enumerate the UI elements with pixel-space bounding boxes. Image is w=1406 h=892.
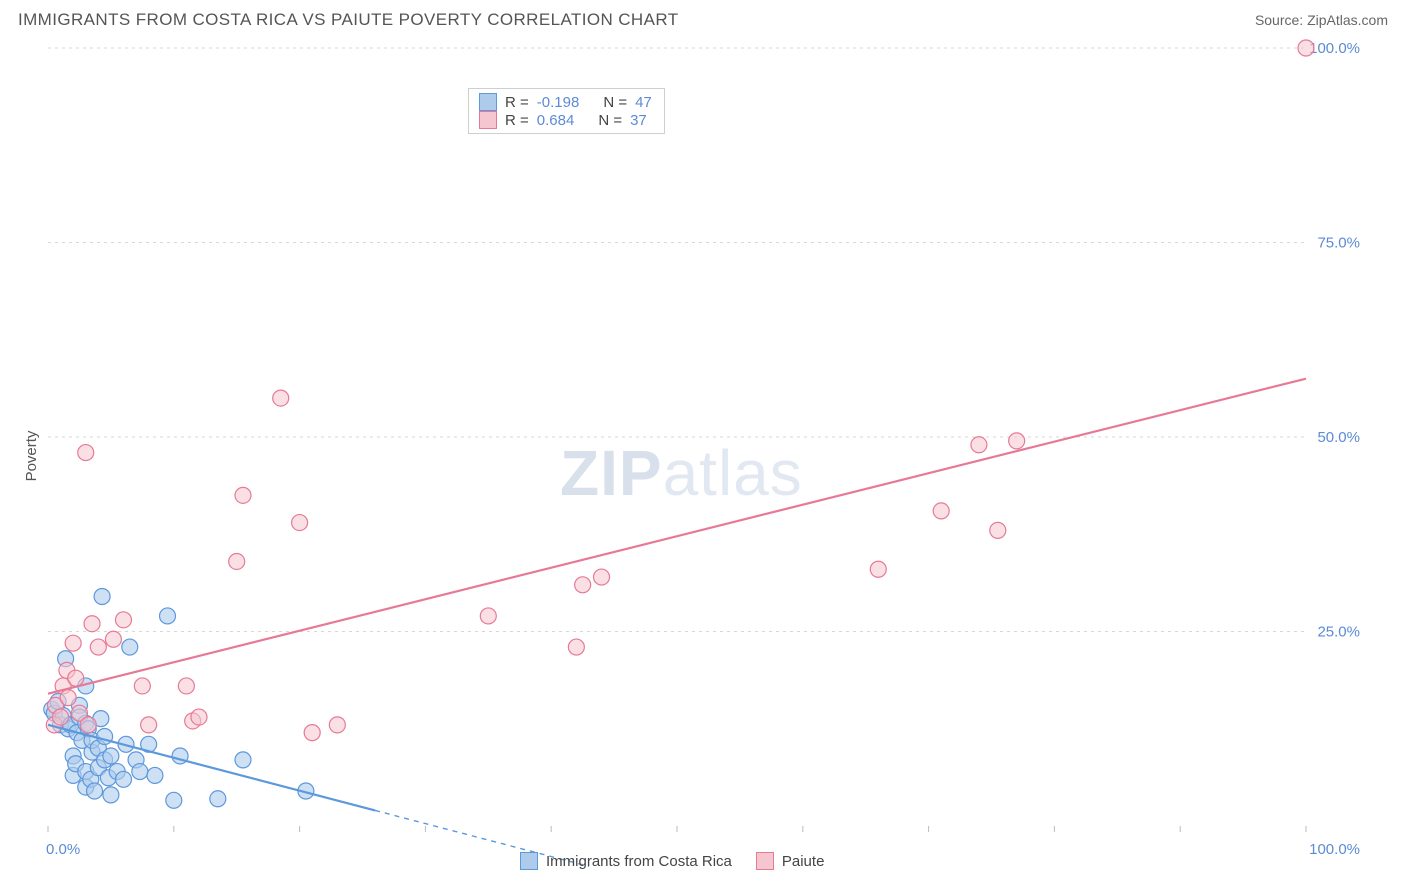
stats-r-label: R = [505, 112, 529, 129]
data-point [210, 791, 226, 807]
data-point [990, 522, 1006, 538]
data-point [65, 635, 81, 651]
data-point [94, 588, 110, 604]
stats-r-value: -0.198 [537, 94, 580, 111]
y-axis-label: Poverty [23, 431, 40, 482]
data-point [78, 445, 94, 461]
data-point [870, 561, 886, 577]
scatter-chart: 25.0% 50.0% 75.0% 100.0% 0.0% 100.0% [0, 36, 1406, 876]
data-point [90, 639, 106, 655]
data-point [568, 639, 584, 655]
data-point [480, 608, 496, 624]
stats-n-label: N = [598, 112, 622, 129]
data-point [273, 390, 289, 406]
chart-container: Poverty 25.0%50.0%75.0%100.0%0.0%100.0% … [0, 36, 1406, 876]
y-tick-label: 75.0% [1317, 235, 1360, 252]
legend-swatch [479, 93, 497, 111]
data-point [115, 612, 131, 628]
stats-r-value: 0.684 [537, 112, 575, 129]
data-point [68, 670, 84, 686]
data-point [84, 616, 100, 632]
data-point [103, 748, 119, 764]
x-tick-label: 100.0% [1309, 841, 1360, 858]
data-point [166, 792, 182, 808]
data-point [122, 639, 138, 655]
data-point [235, 487, 251, 503]
data-point [160, 608, 176, 624]
data-point [191, 709, 207, 725]
data-point [132, 764, 148, 780]
data-point [87, 783, 103, 799]
data-point [229, 553, 245, 569]
data-point [134, 678, 150, 694]
stats-r-label: R = [505, 94, 529, 111]
correlation-stats-box: R =-0.198N =47R =0.684N =37 [468, 88, 665, 134]
data-point [329, 717, 345, 733]
legend-label: Paiute [782, 853, 825, 870]
plot-area [48, 48, 1306, 826]
legend-item: Paiute [756, 852, 825, 870]
legend-swatch [479, 111, 497, 129]
chart-source: Source: ZipAtlas.com [1255, 12, 1388, 28]
data-point [933, 503, 949, 519]
stats-row: R = -0.198 N = 47 [479, 93, 652, 111]
data-point [1009, 433, 1025, 449]
data-point [103, 787, 119, 803]
data-point [575, 577, 591, 593]
data-point [115, 771, 131, 787]
chart-header: IMMIGRANTS FROM COSTA RICA VS PAIUTE POV… [0, 0, 1406, 36]
y-tick-label: 100.0% [1309, 40, 1360, 57]
data-point [80, 717, 96, 733]
stats-n-value: 47 [635, 94, 652, 111]
data-point [594, 569, 610, 585]
data-point [141, 717, 157, 733]
legend-swatch [520, 852, 538, 870]
source-name: ZipAtlas.com [1307, 12, 1388, 28]
legend-item: Immigrants from Costa Rica [520, 852, 732, 870]
data-point [147, 767, 163, 783]
data-point [971, 437, 987, 453]
data-point [60, 690, 76, 706]
data-point [178, 678, 194, 694]
stats-n-label: N = [603, 94, 627, 111]
x-tick-label: 0.0% [46, 841, 80, 858]
data-point [1298, 40, 1314, 56]
data-point [292, 515, 308, 531]
y-tick-label: 25.0% [1317, 624, 1360, 641]
source-label: Source: [1255, 12, 1303, 28]
data-point [105, 631, 121, 647]
stats-n-value: 37 [630, 112, 647, 129]
chart-title: IMMIGRANTS FROM COSTA RICA VS PAIUTE POV… [18, 10, 679, 30]
stats-row: R = 0.684 N = 37 [479, 111, 652, 129]
data-point [235, 752, 251, 768]
legend-swatch [756, 852, 774, 870]
series-legend: Immigrants from Costa Rica Paiute [520, 852, 824, 870]
legend-label: Immigrants from Costa Rica [546, 853, 732, 870]
data-point [304, 725, 320, 741]
y-tick-label: 50.0% [1317, 429, 1360, 446]
data-point [53, 709, 69, 725]
